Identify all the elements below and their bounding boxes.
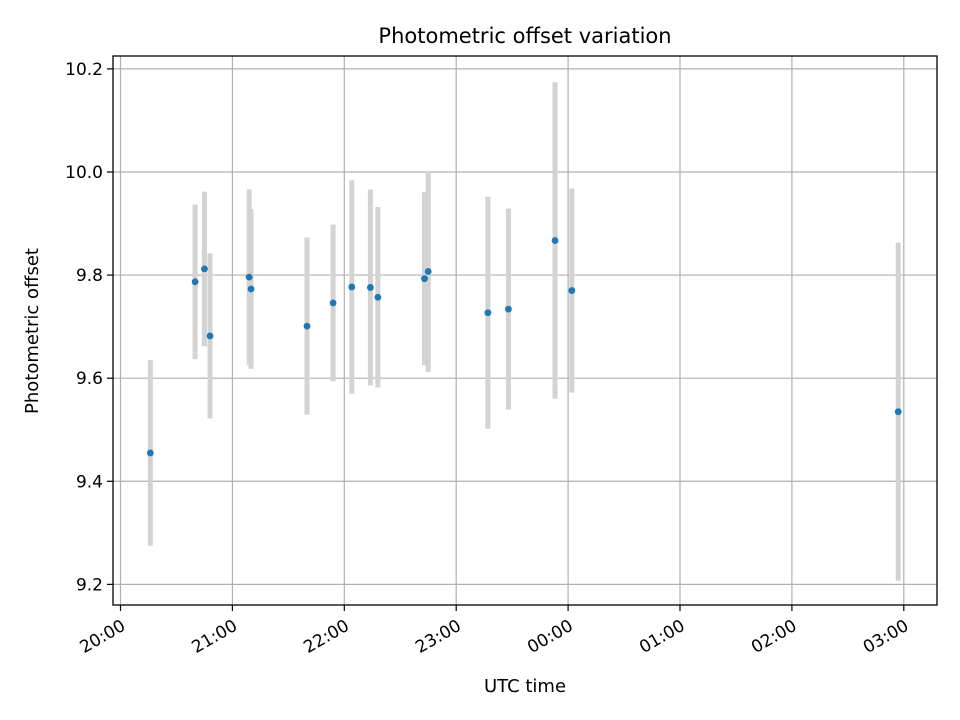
x-tick-label: 02:00	[748, 616, 800, 658]
x-axis-ticks: 20:00 21:00 22:00 23:00 00:00 01:00 02:00 03:00	[77, 605, 912, 658]
data-point	[206, 332, 214, 340]
data-point	[894, 408, 902, 416]
y-tick-label: 10.2	[65, 60, 103, 80]
x-tick-label: 21:00	[188, 616, 240, 658]
data-point	[484, 309, 492, 317]
data-point	[367, 284, 374, 291]
data-point	[247, 285, 255, 293]
chart-title: Photometric offset variation	[378, 24, 671, 48]
y-tick-label: 10.0	[65, 163, 103, 183]
x-tick-label: 22:00	[300, 616, 352, 658]
data-point	[424, 268, 432, 275]
data-points	[146, 237, 902, 457]
data-point	[146, 449, 154, 457]
data-point	[348, 283, 356, 291]
grid	[113, 56, 937, 605]
data-point	[191, 278, 199, 286]
data-point	[505, 305, 512, 313]
x-axis-label: UTC time	[484, 676, 566, 697]
y-tick-label: 9.2	[76, 575, 103, 595]
y-axis-ticks: 9.2 9.4 9.6 9.8 10.0 10.2	[65, 60, 113, 595]
y-tick-label: 9.6	[76, 369, 103, 389]
data-point	[374, 293, 382, 301]
plot-frame	[112, 55, 938, 606]
x-tick-label: 00:00	[524, 616, 576, 658]
data-point	[303, 322, 311, 330]
data-point	[329, 299, 337, 307]
data-point	[568, 287, 576, 294]
data-point	[201, 265, 208, 273]
error-bars	[147, 82, 901, 581]
y-tick-label: 9.4	[76, 472, 103, 492]
x-tick-label: 23:00	[412, 616, 464, 658]
x-tick-label: 03:00	[860, 616, 912, 658]
data-point	[421, 275, 428, 283]
y-axis-label: Photometric offset	[22, 248, 43, 414]
data-point	[551, 237, 559, 244]
x-tick-label: 01:00	[636, 616, 688, 658]
data-point	[245, 273, 253, 281]
x-tick-label: 20:00	[77, 616, 129, 658]
y-tick-label: 9.8	[76, 266, 103, 286]
